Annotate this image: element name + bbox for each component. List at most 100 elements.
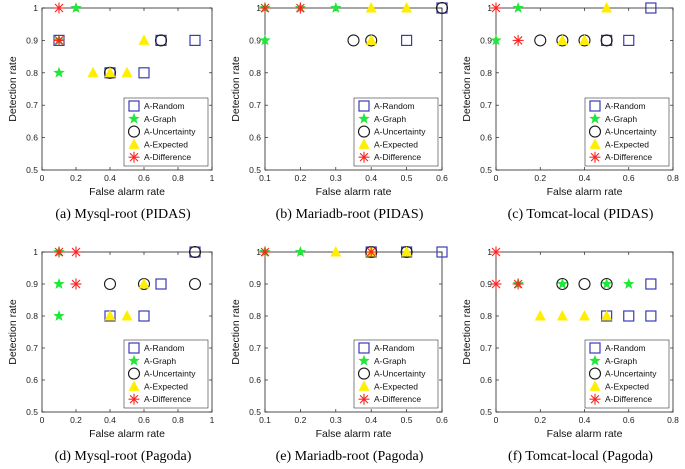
x-tick-label: 0.3 [330,173,342,183]
legend-label: A-Graph [374,356,406,366]
point-difference [53,246,65,258]
data-points [53,245,202,322]
y-tick-label: 0.7 [26,343,38,353]
y-tick-label: 0.9 [249,35,261,45]
legend-marker [128,354,140,366]
legend-marker [358,380,370,391]
legend-marker [589,380,601,391]
legend-label: A-Graph [605,356,637,366]
y-tick-label: 0.9 [480,279,492,289]
legend-marker [588,367,602,380]
point-difference [53,34,65,46]
point-uncertainty [534,34,547,47]
x-tick-label: 0.6 [436,415,448,425]
point-uncertainty [556,277,569,291]
point-expected [87,66,99,78]
point-difference [53,2,65,14]
x-tick-label: 0.2 [534,173,546,183]
point-expected [138,278,150,289]
legend-label: A-Graph [374,114,406,124]
legend-label: A-Expected [374,139,418,149]
x-axis-label: False alarm rate [89,428,165,440]
panel-caption: (d) Mysql-root (Pagoda) [55,449,192,464]
x-tick-label: 0.2 [534,415,546,425]
legend-marker [358,342,370,354]
point-graph [259,34,271,46]
point-uncertainty [154,34,168,47]
data-points [259,1,449,47]
legend-marker [128,112,140,124]
legend-marker [127,125,141,138]
legend-label: A-Expected [605,381,649,391]
point-graph [53,66,65,78]
point-expected [556,310,568,321]
x-tick-label: 1 [210,415,215,425]
y-tick-label: 0.7 [249,100,261,110]
y-tick-label: 0.8 [249,311,261,321]
point-expected [104,310,116,321]
point-difference [512,34,524,46]
x-tick-label: 1 [210,173,215,183]
x-tick-label: 0.5 [401,173,413,183]
x-tick-label: 0.3 [330,415,342,425]
point-graph [490,34,502,46]
y-axis-label: Detection rate [461,299,473,365]
legend-marker [358,138,370,149]
chart-panel: 0.1 0.2 0.3 0.4 0.5 0.6 0.5 0.6 0.7 0.8 0.9 1 False … [230,245,448,464]
point-uncertainty [103,277,117,291]
point-expected [138,34,150,45]
y-tick-label: 1 [487,247,492,257]
legend: A-Random A-Graph A-Uncertainty A-Expected A-… [353,97,439,167]
y-tick-label: 0.8 [26,311,38,321]
point-expected [579,34,590,45]
y-tick-label: 0.9 [249,279,261,289]
y-tick-label: 0.9 [26,35,38,45]
point-difference [490,246,502,258]
legend-label: A-Uncertainty [374,369,426,379]
x-axis-label: False alarm rate [89,186,165,198]
legend-label: A-Difference [144,152,191,162]
point-expected [534,310,546,321]
chart-panel: 0 0.2 0.4 0.6 0.8 0.5 0.6 0.7 0.8 0.9 1 False alarm… [461,246,679,464]
legend-marker [128,100,140,112]
y-tick-label: 1 [487,3,492,13]
legend-label: A-Expected [605,139,649,149]
legend-marker [128,393,140,405]
x-tick-label: 0.4 [579,415,591,425]
point-uncertainty [578,277,591,291]
point-expected [104,66,116,78]
point-graph [600,278,613,289]
y-tick-label: 1 [256,3,261,13]
point-uncertainty [347,34,360,47]
legend-label: A-Random [144,101,185,111]
legend-label: A-Uncertainty [374,127,426,137]
legend-label: A-Uncertainty [144,127,196,137]
legend-box [353,339,439,409]
x-tick-label: 0.8 [667,415,679,425]
point-random [645,278,657,290]
point-random [401,34,413,47]
point-expected [121,66,133,78]
legend-marker [358,151,370,163]
x-tick-label: 0.2 [70,415,82,425]
x-tick-label: 0.4 [365,173,377,183]
legend-marker [128,151,140,163]
y-tick-label: 0.5 [480,165,492,175]
legend: A-Random A-Graph A-Uncertainty A-Expected A-… [353,339,439,409]
legend-box [584,97,670,167]
chart-panel: 0 0.2 0.4 0.6 0.8 1 0.5 0.6 0.7 0.8 0.9 1 False alar… [7,2,215,222]
legend-box [353,97,439,167]
point-expected [330,246,342,257]
legend-marker [589,151,601,163]
legend-label: A-Random [605,101,646,111]
y-tick-label: 1 [256,247,261,257]
y-axis-label: Detection rate [7,56,19,122]
point-random [645,310,657,322]
x-tick-label: 0 [494,415,499,425]
point-random [436,246,448,258]
legend-box [123,97,209,167]
panel-caption: (e) Mariadb-root (Pagoda) [276,449,424,464]
x-tick-label: 0.6 [623,173,635,183]
data-points [490,246,657,322]
point-random [155,278,167,290]
